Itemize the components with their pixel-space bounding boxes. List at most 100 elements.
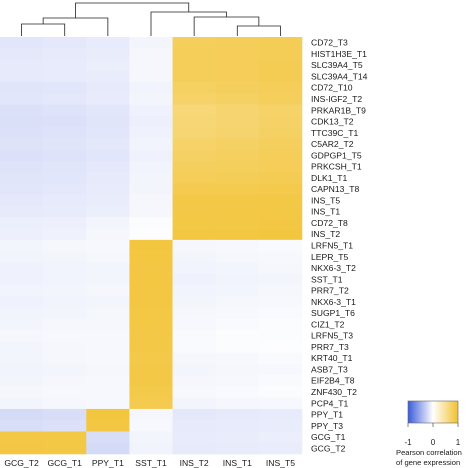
heatmap-cell — [215, 82, 260, 94]
heatmap-cell — [129, 330, 173, 342]
heatmap-cell — [86, 431, 130, 444]
heatmap-cell — [43, 228, 87, 241]
row-label: PRKAR1B_T9 — [311, 105, 366, 115]
row-label: C5AR2_T2 — [311, 139, 354, 149]
heatmap-cell — [43, 160, 87, 173]
row-label: PRKCSH_T1 — [311, 162, 362, 172]
heatmap-cell — [86, 37, 130, 49]
heatmap-cell — [172, 239, 217, 252]
heatmap-cell — [0, 239, 44, 252]
row-label: GDPGP1_T5 — [311, 150, 362, 160]
heatmap-cell — [0, 183, 44, 196]
heatmap-cell — [215, 48, 260, 60]
heatmap-cell — [0, 228, 44, 241]
heatmap-cell — [258, 375, 303, 387]
heatmap-cell — [129, 138, 173, 150]
heatmap-cell — [172, 115, 217, 128]
heatmap-cell — [43, 273, 87, 286]
heatmap-cell — [129, 104, 173, 117]
heatmap-cell — [43, 127, 87, 139]
heatmap-cell — [129, 397, 173, 410]
heatmap-cell — [43, 239, 87, 252]
heatmap-cell — [86, 48, 130, 60]
heatmap-cell — [86, 194, 130, 207]
heatmap-cell — [0, 284, 44, 297]
heatmap-cell — [172, 172, 217, 184]
heatmap-cell — [0, 48, 44, 60]
heatmap-cell — [43, 408, 87, 421]
heatmap-cell — [86, 375, 130, 387]
row-label: SLC39A4_T14 — [311, 71, 368, 81]
heatmap-cell — [215, 397, 260, 410]
heatmap-cell — [215, 408, 260, 421]
heatmap-cell — [43, 296, 87, 308]
row-label: INS_T5 — [311, 195, 340, 205]
heatmap-cell — [0, 352, 44, 365]
heatmap-cell — [86, 127, 130, 139]
heatmap-cell — [215, 307, 260, 320]
heatmap-cell — [0, 307, 44, 320]
row-label: INS_T1 — [311, 207, 340, 217]
heatmap-cell — [172, 352, 217, 365]
heatmap-cell — [129, 93, 173, 105]
heatmap-cell — [129, 375, 173, 387]
row-label: PRR7_T2 — [311, 286, 349, 296]
heatmap-cell — [43, 420, 87, 432]
heatmap-cell — [129, 115, 173, 128]
heatmap-cell — [172, 296, 217, 308]
heatmap-cell — [215, 318, 260, 331]
heatmap-cell — [86, 206, 130, 218]
heatmap-cell — [129, 273, 173, 286]
row-label: CD72_T3 — [311, 38, 348, 48]
column-label: INS_T1 — [223, 458, 252, 468]
heatmap-cell — [215, 239, 260, 252]
heatmap-cell — [43, 104, 87, 117]
heatmap-cell — [43, 149, 87, 162]
heatmap-cell — [43, 82, 87, 94]
row-label: SLC39A4_T5 — [311, 60, 363, 70]
row-label: HIST1H3E_T1 — [311, 49, 367, 59]
heatmap-cell — [129, 149, 173, 162]
heatmap-cell — [129, 262, 173, 274]
heatmap-cell — [129, 37, 173, 49]
heatmap-cell — [43, 352, 87, 365]
heatmap-cell — [172, 48, 217, 60]
heatmap-cell — [0, 115, 44, 128]
heatmap-cell — [172, 341, 217, 353]
heatmap-cell — [86, 262, 130, 274]
heatmap-cell — [258, 251, 303, 263]
column-labels: GCG_T2 GCG_T1 PPY_T1 SST_T1 INS_T2 INS_T1 INS_… — [4, 458, 295, 468]
column-label: GCG_T2 — [4, 458, 39, 468]
heatmap-cell — [0, 138, 44, 150]
heatmap-cell — [215, 262, 260, 274]
heatmap-cell — [86, 296, 130, 308]
heatmap-cell — [172, 127, 217, 139]
heatmap-cell — [129, 307, 173, 320]
heatmap-cell — [172, 206, 217, 218]
heatmap-cell — [86, 251, 130, 263]
heatmap-cell — [258, 172, 303, 184]
heatmap-cell — [172, 420, 217, 432]
heatmap-cell — [172, 194, 217, 207]
heatmap-cell — [0, 127, 44, 139]
heatmap-cell — [258, 138, 303, 150]
heatmap-cell — [215, 352, 260, 365]
row-label: CDK13_T2 — [311, 117, 354, 127]
column-label: INS_T5 — [266, 458, 295, 468]
row-label: SST_T1 — [311, 274, 343, 284]
heatmap-cell — [215, 251, 260, 263]
heatmap-cell — [43, 93, 87, 105]
heatmap-cell — [215, 160, 260, 173]
heatmap-cell — [129, 251, 173, 263]
heatmap-cell — [0, 318, 44, 331]
heatmap-cell — [215, 363, 260, 376]
heatmap-cell — [215, 206, 260, 218]
colorbar-tick-high: 1 — [456, 438, 461, 447]
row-label: PRR7_T3 — [311, 342, 349, 352]
heatmap-cell — [129, 386, 173, 398]
heatmap-cell — [129, 363, 173, 376]
heatmap-cell — [258, 70, 303, 83]
heatmap-cell — [0, 194, 44, 207]
heatmap-cell — [86, 93, 130, 105]
